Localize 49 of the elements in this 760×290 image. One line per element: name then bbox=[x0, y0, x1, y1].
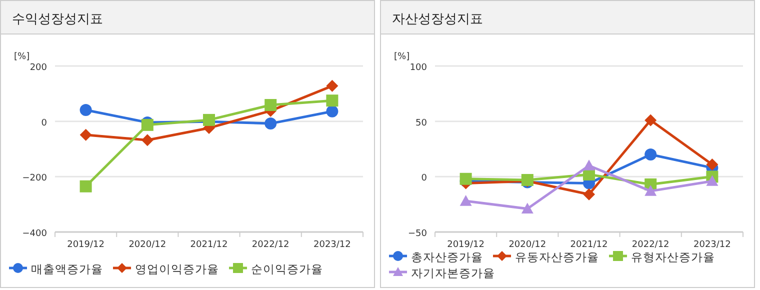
point bbox=[80, 180, 92, 192]
point bbox=[80, 104, 92, 116]
x-tick-label: 2022/12 bbox=[632, 240, 670, 250]
legend-label: 자기자본증가율 bbox=[411, 266, 495, 280]
legend-label: 영업이익증가율 bbox=[135, 262, 219, 276]
point bbox=[583, 188, 595, 200]
chart-title: 수익성장성지표 bbox=[12, 12, 103, 27]
point bbox=[460, 195, 472, 206]
point bbox=[141, 118, 154, 131]
x-tick-label: 2021/12 bbox=[190, 240, 228, 250]
y-tick-label: 100 bbox=[410, 63, 428, 73]
x-tick-label: 2022/12 bbox=[252, 240, 290, 250]
point bbox=[264, 99, 277, 112]
y-tick-label: 0 bbox=[41, 118, 48, 128]
x-tick-label: 2020/12 bbox=[508, 240, 546, 250]
y-axis-title: [%] bbox=[14, 52, 30, 62]
point bbox=[706, 158, 718, 170]
legend-label: 순이익증가율 bbox=[251, 262, 323, 276]
x-tick-label: 2021/12 bbox=[570, 240, 608, 250]
legend-label: 총자산증가율 bbox=[411, 250, 483, 264]
point bbox=[80, 128, 92, 141]
y-tick-label: 50 bbox=[416, 118, 428, 128]
point bbox=[326, 105, 338, 118]
legend-label: 유동자산증가율 bbox=[515, 250, 599, 264]
point bbox=[644, 114, 657, 126]
legend-label: 매출액증가율 bbox=[31, 262, 103, 276]
y-tick-label: −400 bbox=[22, 229, 48, 239]
x-tick-label: 2019/12 bbox=[447, 240, 484, 250]
x-tick-label: 2023/12 bbox=[314, 240, 351, 250]
legend-label: 유형자산증가율 bbox=[631, 250, 715, 264]
chart-title: 자산성장성지표 bbox=[392, 12, 483, 27]
point bbox=[706, 175, 718, 186]
y-axis-title: [%] bbox=[394, 52, 410, 62]
point bbox=[521, 202, 534, 214]
point bbox=[326, 80, 338, 92]
x-tick-label: 2023/12 bbox=[694, 240, 731, 250]
point bbox=[264, 118, 277, 130]
point bbox=[644, 148, 657, 161]
y-tick-label: −50 bbox=[408, 229, 428, 239]
y-tick-label: 0 bbox=[421, 174, 428, 184]
point bbox=[141, 134, 154, 146]
point bbox=[583, 160, 595, 170]
x-tick-label: 2020/12 bbox=[128, 240, 166, 250]
x-tick-label: 2019/12 bbox=[67, 240, 104, 250]
point bbox=[326, 94, 338, 107]
point bbox=[644, 185, 657, 196]
y-tick-label: −200 bbox=[22, 174, 48, 184]
point bbox=[460, 172, 472, 185]
y-tick-label: 200 bbox=[30, 63, 48, 73]
